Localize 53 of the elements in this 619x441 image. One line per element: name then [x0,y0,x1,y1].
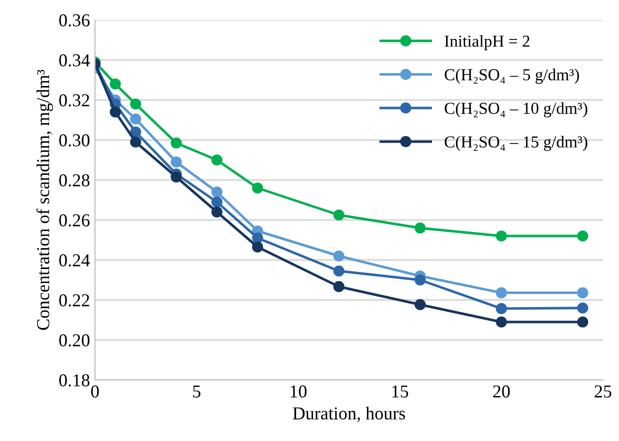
y-tick-label: 0.36 [59,14,90,27]
x-tick-label: 0 [91,385,99,398]
point [252,241,264,253]
point [577,302,588,314]
y-tick-label: 0.18 [59,374,90,387]
point [577,230,588,242]
point [252,182,264,194]
y-tick-label: 0.20 [59,334,90,347]
legend-label: InitialpH = 2 [444,35,530,50]
point [211,196,222,208]
point [130,113,142,125]
point [211,206,222,218]
legend-label: C(H₂SO₄ – 10 g/dm³) [444,102,588,118]
y-axis-title: Concentration of scandium, mg/dm³ [36,70,53,330]
point [577,316,588,328]
point [211,154,222,166]
y-tick-label: 0.24 [59,254,90,267]
point [170,156,182,168]
x-tick-label: 10 [290,385,307,398]
y-tick-label: 0.26 [59,214,90,227]
point [110,106,121,118]
x-tick-label: 5 [193,386,200,398]
point [333,265,344,277]
y-tick-label: 0.32 [59,94,90,107]
point [130,98,142,110]
point [333,281,344,292]
point [170,137,182,149]
y-tick-label: 0.28 [59,174,90,187]
point [130,136,142,148]
point [496,303,507,314]
point [333,209,344,221]
point [252,232,264,244]
point [496,287,507,298]
x-axis-title: Duration, hours [292,406,406,422]
point [110,78,121,90]
point [414,274,426,286]
point [414,222,426,234]
point [211,186,222,198]
x-tick-label: 15 [392,385,408,398]
y-tick-label: 0.34 [59,54,90,67]
legend-label: C(H₂SO₄ – 5 g/dm³) [444,68,579,84]
y-tick-label: 0.30 [59,134,90,147]
point [333,250,344,262]
point [496,316,507,328]
point [577,287,588,298]
legend-label: C(H₂SO₄ – 15 g/dm³) [444,136,588,152]
y-tick-label: 0.22 [59,294,90,307]
point [130,126,142,138]
point [496,230,507,242]
x-tick-label: 20 [493,385,510,398]
point [414,299,426,310]
x-tick-label: 25 [594,385,612,398]
point [170,171,182,183]
